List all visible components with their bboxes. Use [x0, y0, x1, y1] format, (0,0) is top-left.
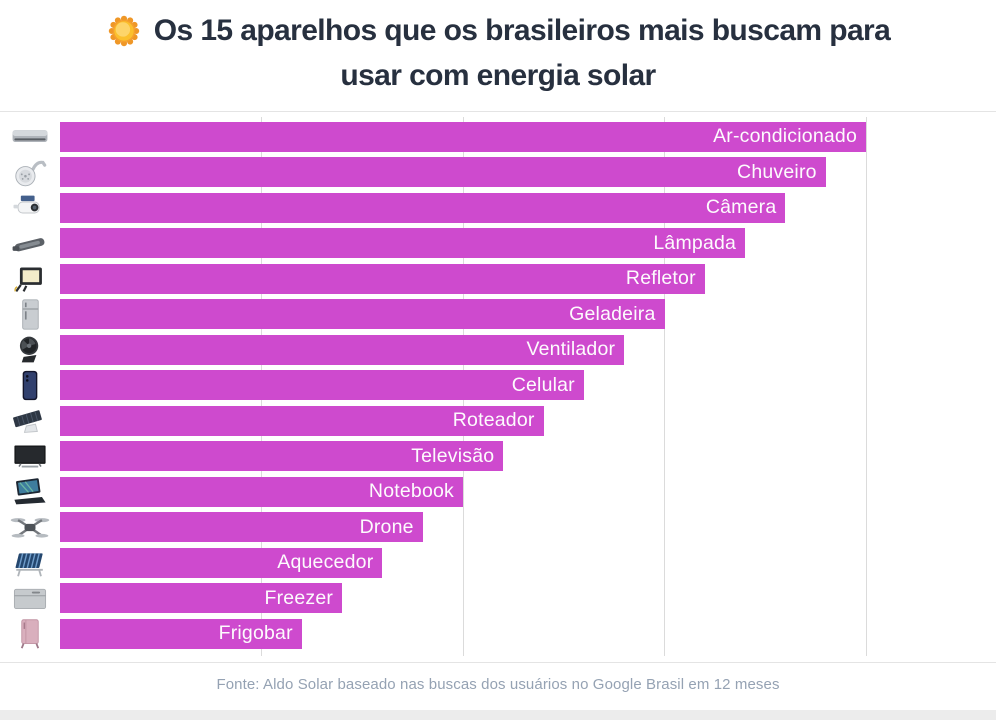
- sun-icon: [106, 13, 142, 49]
- bar-row-aquecedor: Aquecedor: [0, 545, 996, 581]
- bar-track: Chuveiro: [60, 157, 996, 188]
- bar-freezer: Freezer: [60, 583, 343, 614]
- bar-row-geladeira: Geladeira: [0, 297, 996, 333]
- bar-row-notebook: Notebook: [0, 474, 996, 510]
- bar-label: Televisão: [411, 444, 495, 467]
- bar-label: Geladeira: [569, 302, 656, 325]
- tv-icon: [0, 440, 60, 473]
- bar-row-drone: Drone: [0, 510, 996, 546]
- title-line1: Os 15 aparelhos que os brasileiros mais …: [153, 14, 891, 47]
- bar-notebook: Notebook: [60, 476, 463, 507]
- bar-track: Televisão: [60, 441, 996, 472]
- bar-camera: Câmera: [60, 192, 786, 223]
- bar-label: Notebook: [368, 480, 454, 503]
- bar-row-chuveiro: Chuveiro: [0, 155, 996, 191]
- bar-row-camera: Câmera: [0, 190, 996, 226]
- bar-track: Frigobar: [60, 618, 996, 649]
- bar-aquecedor: Aquecedor: [60, 547, 383, 578]
- bar-track: Aquecedor: [60, 547, 996, 578]
- bar-track: Notebook: [60, 476, 996, 507]
- bar-geladeira: Geladeira: [60, 299, 665, 330]
- bar-row-televisao: Televisão: [0, 439, 996, 475]
- refrigerator-icon: [0, 298, 60, 331]
- bar-label: Drone: [359, 515, 414, 538]
- frigobar-icon: [0, 617, 60, 650]
- footer: Fonte: Aldo Solar baseado nas buscas dos…: [0, 663, 996, 720]
- bar-row-celular: Celular: [0, 368, 996, 404]
- source-note: Fonte: Aldo Solar baseado nas buscas dos…: [216, 676, 780, 693]
- bar-label: Aquecedor: [277, 551, 374, 574]
- bar-label: Frigobar: [218, 622, 293, 645]
- bar-label: Lâmpada: [653, 231, 737, 254]
- street-lamp-icon: [0, 227, 60, 260]
- bar-row-refletor: Refletor: [0, 261, 996, 297]
- fan-icon: [0, 333, 60, 366]
- laptop-icon: [0, 475, 60, 508]
- bottom-strip: [0, 710, 996, 720]
- bar-drone: Drone: [60, 512, 423, 543]
- bar-rows: Ar-condicionado Chuveiro Câmera Lâmpada Refl…: [0, 119, 996, 652]
- bar-track: Geladeira: [60, 299, 996, 330]
- shower-head-icon: [0, 156, 60, 189]
- air-conditioner-icon: [0, 120, 60, 153]
- bar-celular: Celular: [60, 370, 584, 401]
- bar-row-freezer: Freezer: [0, 581, 996, 617]
- bar-track: Ar-condicionado: [60, 121, 996, 152]
- title-line2: usar com energia solar: [340, 59, 656, 92]
- bar-row-lampada: Lâmpada: [0, 226, 996, 262]
- bar-label: Freezer: [264, 586, 334, 609]
- page-title-line2: usar com energia solar: [0, 53, 996, 98]
- freezer-icon: [0, 582, 60, 615]
- gridline: [865, 117, 867, 656]
- header: Os 15 aparelhos que os brasileiros mais …: [0, 0, 996, 112]
- floodlight-icon: [0, 262, 60, 295]
- bar-row-frigobar: Frigobar: [0, 616, 996, 652]
- bar-label: Câmera: [705, 196, 777, 219]
- bar-row-ventilador: Ventilador: [0, 332, 996, 368]
- bar-frigobar: Frigobar: [60, 618, 302, 649]
- bar-lampada: Lâmpada: [60, 228, 746, 259]
- bar-track: Câmera: [60, 192, 996, 223]
- bar-track: Lâmpada: [60, 228, 996, 259]
- bar-label: Ventilador: [526, 338, 616, 361]
- bar-roteador: Roteador: [60, 405, 544, 436]
- bar-label: Ar-condicionado: [713, 125, 857, 148]
- bar-label: Roteador: [452, 409, 535, 432]
- bar-row-ar-condicionado: Ar-condicionado: [0, 119, 996, 155]
- drone-icon: [0, 511, 60, 544]
- page-title: Os 15 aparelhos que os brasileiros mais …: [0, 8, 996, 53]
- bar-chuveiro: Chuveiro: [60, 157, 826, 188]
- bar-track: Refletor: [60, 263, 996, 294]
- bar-track: Freezer: [60, 583, 996, 614]
- bar-track: Celular: [60, 370, 996, 401]
- bar-televisao: Televisão: [60, 441, 504, 472]
- smartphone-icon: [0, 369, 60, 402]
- solar-router-icon: [0, 404, 60, 437]
- bar-label: Celular: [511, 373, 575, 396]
- bar-track: Drone: [60, 512, 996, 543]
- bar-refletor: Refletor: [60, 263, 705, 294]
- security-camera-icon: [0, 191, 60, 224]
- bar-track: Roteador: [60, 405, 996, 436]
- bar-label: Chuveiro: [737, 160, 817, 183]
- bar-ar-condicionado: Ar-condicionado: [60, 121, 866, 152]
- bar-ventilador: Ventilador: [60, 334, 625, 365]
- bar-row-roteador: Roteador: [0, 403, 996, 439]
- bar-label: Refletor: [625, 267, 696, 290]
- solar-heater-icon: [0, 546, 60, 579]
- bar-chart: Ar-condicionado Chuveiro Câmera Lâmpada Refl…: [0, 113, 996, 663]
- bar-track: Ventilador: [60, 334, 996, 365]
- gridline: [664, 117, 665, 656]
